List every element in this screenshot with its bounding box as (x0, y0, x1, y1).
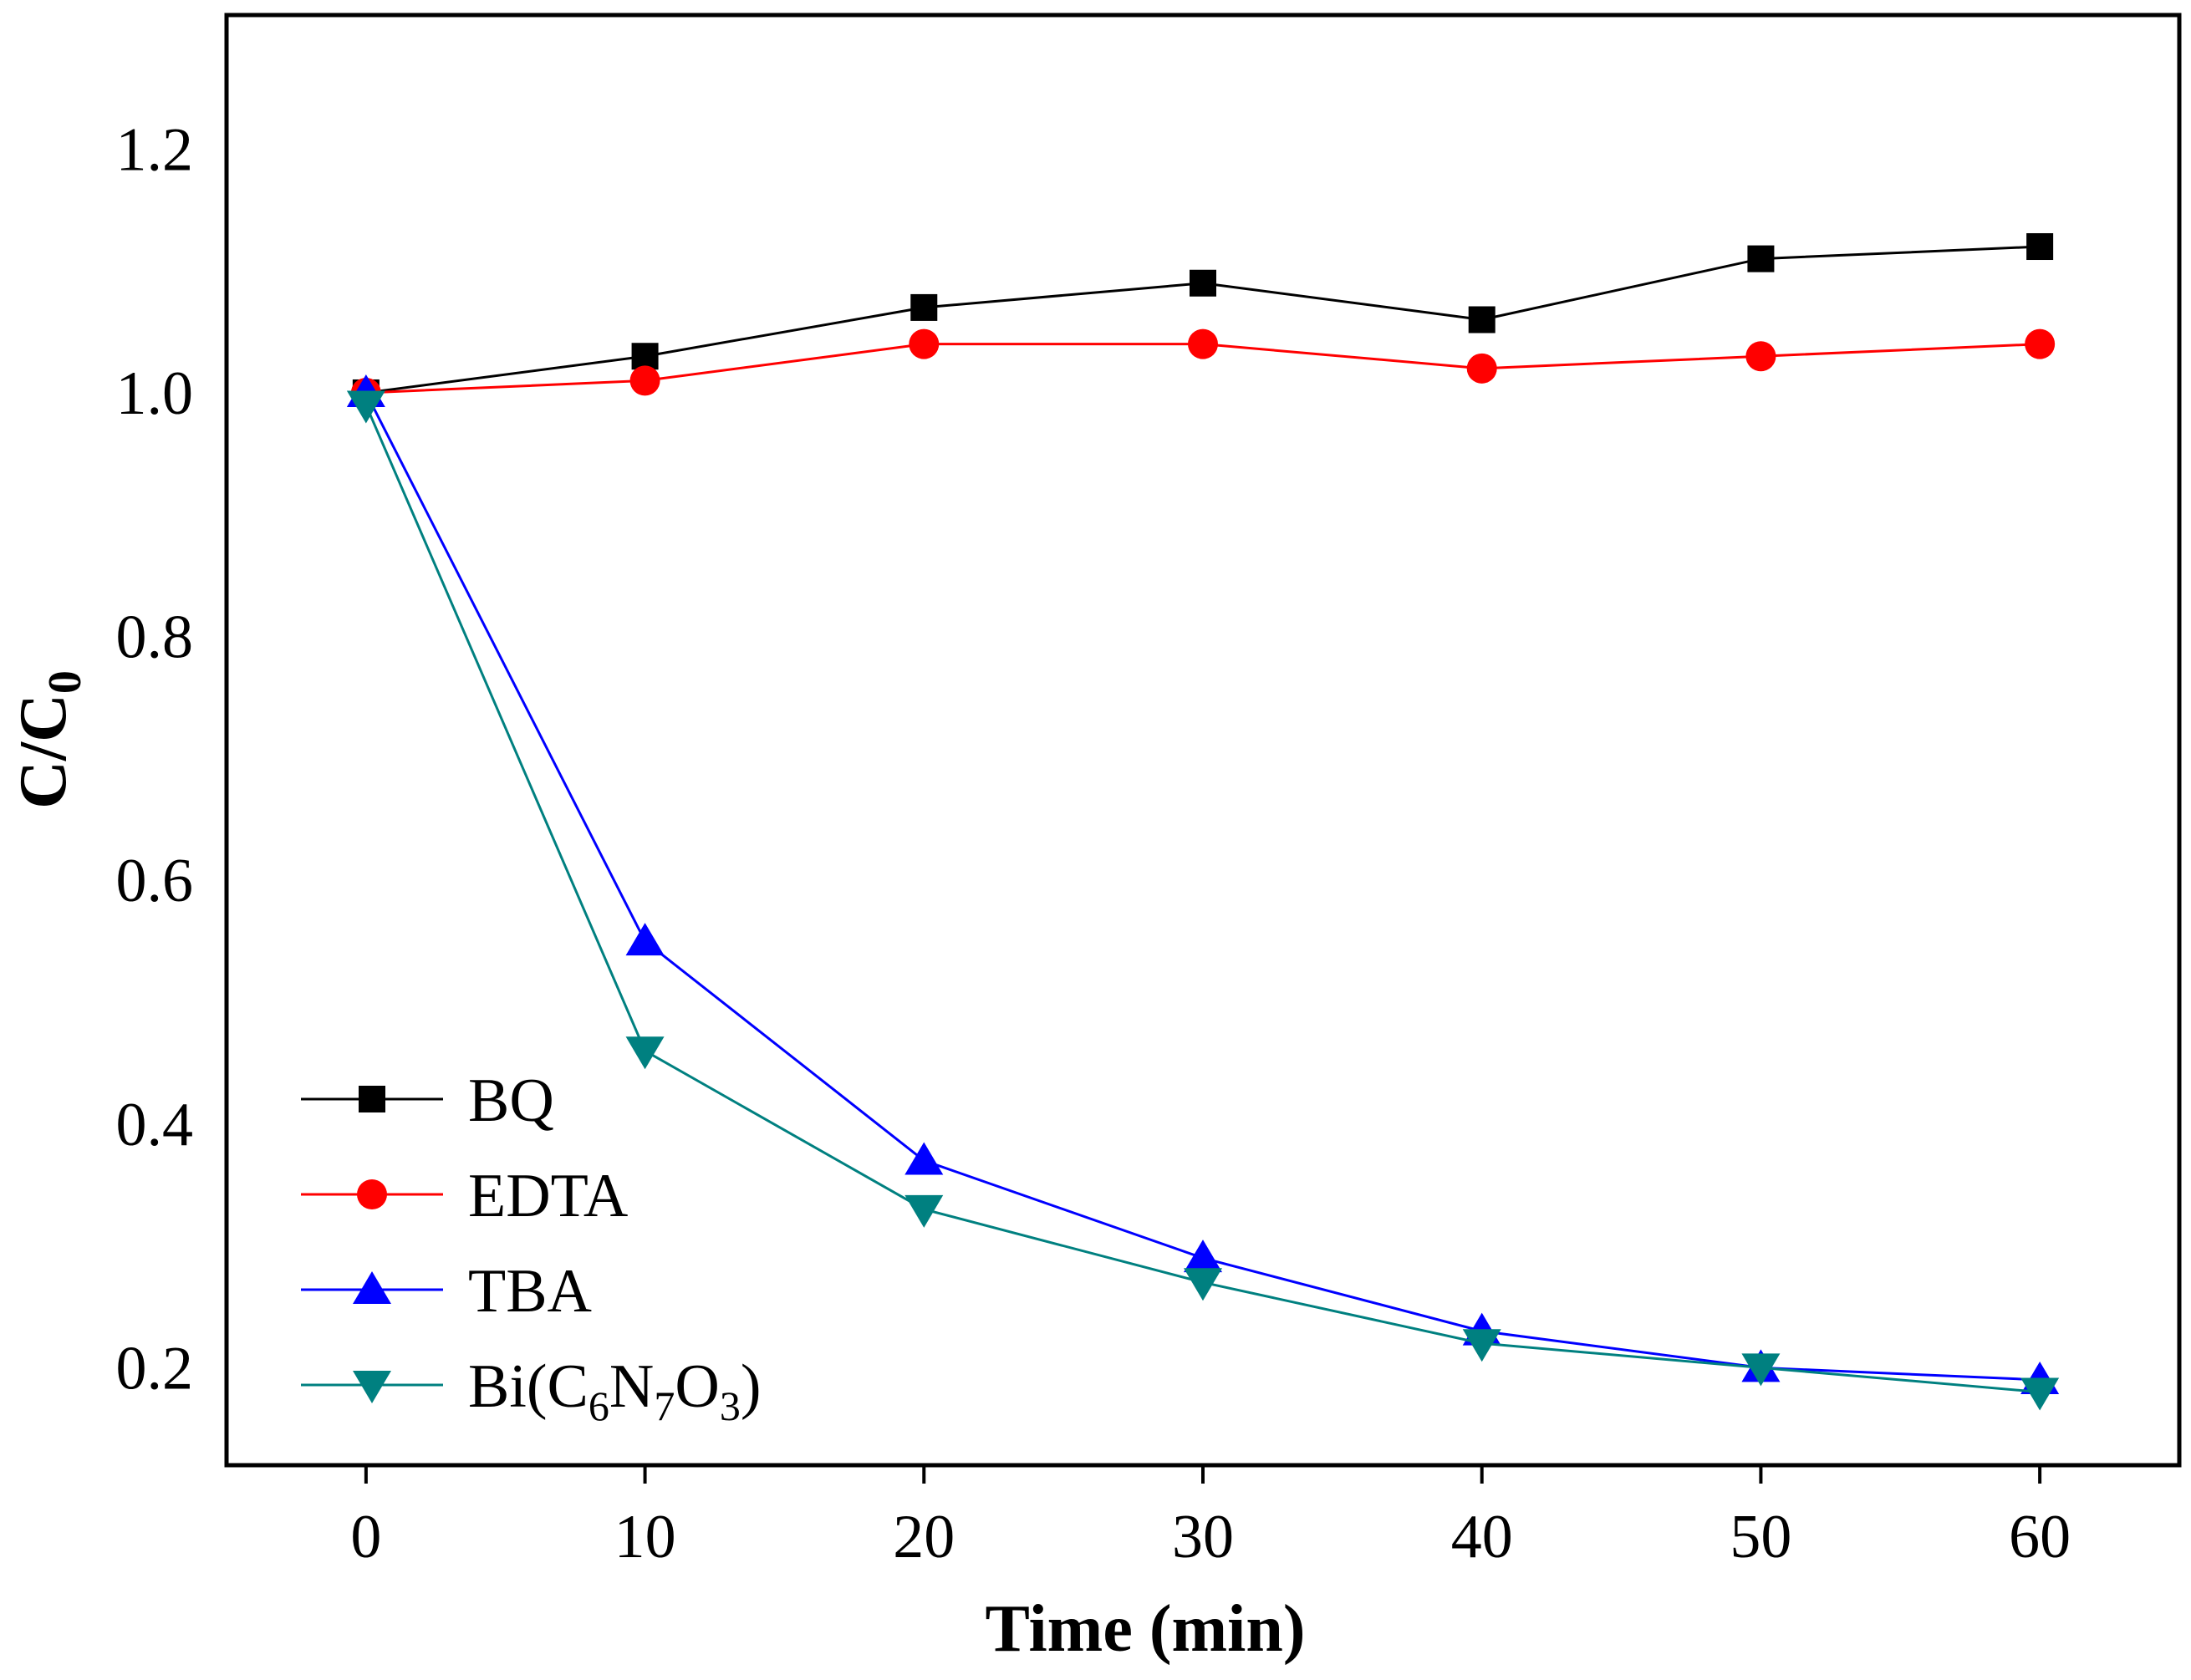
data-point (1462, 1329, 1501, 1362)
data-point (1747, 245, 1775, 272)
legend-swatch-marker (359, 1086, 385, 1112)
y-tick-label: 0.6 (116, 847, 194, 915)
legend-label-part: 3 (720, 1382, 741, 1429)
data-point (1741, 1353, 1781, 1387)
data-point (2020, 1377, 2060, 1411)
legend: BQ EDTA TBA Bi(C6N7O3) (301, 1067, 761, 1429)
x-tick-label: 20 (893, 1503, 955, 1571)
legend-swatch-marker (353, 1371, 391, 1403)
legend-label-part: ) (741, 1352, 762, 1421)
series-Bi(C6N7O3) (346, 390, 2060, 1411)
y-axis-title: C/C0 (7, 670, 91, 809)
x-axis-title: Time (min) (986, 1592, 1306, 1666)
data-point (1184, 1240, 1222, 1273)
legend-label-part: 6 (589, 1382, 609, 1429)
y-axis-title-main: C/C (7, 694, 80, 809)
x-tick-label: 30 (1172, 1503, 1234, 1571)
data-point (1190, 269, 1216, 297)
x-tick-label: 0 (350, 1503, 381, 1571)
series-BQ (352, 233, 2054, 406)
data-point (1184, 1268, 1222, 1301)
y-tick-label: 0.8 (116, 603, 194, 672)
legend-label-part: N (609, 1352, 654, 1421)
legend-label-part: O (675, 1352, 719, 1421)
data-point (1466, 353, 1497, 384)
data-point (1188, 328, 1218, 359)
data-point (2025, 328, 2056, 359)
series-layer (346, 233, 2060, 1411)
y-tick-label: 0.4 (116, 1091, 194, 1159)
legend-swatch-marker (353, 1271, 391, 1304)
data-point (625, 1036, 665, 1070)
legend-label-part: Bi(C (468, 1352, 589, 1421)
data-point (625, 923, 665, 956)
data-point (2026, 233, 2054, 261)
legend-item: EDTA (301, 1162, 628, 1230)
y-axis-ticks: 0.2 0.4 0.6 0.8 1.0 1.2 (116, 115, 194, 1403)
data-point (910, 293, 938, 321)
series-line (365, 245, 2041, 395)
data-point (909, 328, 940, 359)
legend-label: Bi(C6N7O3) (468, 1352, 761, 1429)
y-tick-label: 1.2 (116, 115, 194, 184)
series-EDTA (350, 328, 2056, 408)
data-point (1468, 306, 1495, 333)
legend-label-part: 7 (654, 1382, 675, 1429)
data-point (1745, 341, 1776, 372)
data-point (904, 1142, 944, 1175)
legend-item: BQ (301, 1067, 554, 1135)
y-tick-label: 1.0 (116, 359, 194, 428)
x-tick-label: 40 (1451, 1503, 1513, 1571)
y-tick-label: 0.2 (116, 1334, 194, 1403)
data-point (629, 365, 660, 396)
legend-item: Bi(C6N7O3) (301, 1352, 761, 1429)
legend-label: TBA (468, 1257, 592, 1326)
data-point (346, 390, 385, 424)
data-point (631, 343, 659, 370)
x-axis-ticks: 0 10 20 30 40 50 60 (350, 1465, 2071, 1571)
series-TBA (346, 374, 2060, 1394)
data-point (904, 1194, 944, 1228)
legend-swatch-marker (357, 1179, 387, 1209)
series-line (364, 392, 2041, 1382)
legend-label: BQ (468, 1067, 554, 1135)
legend-item: TBA (301, 1257, 592, 1326)
x-tick-label: 10 (614, 1503, 676, 1571)
legend-label: EDTA (468, 1162, 628, 1230)
y-axis-title-subscript: 0 (39, 670, 91, 694)
x-tick-label: 60 (2009, 1503, 2071, 1571)
x-tick-label: 50 (1730, 1503, 1791, 1571)
